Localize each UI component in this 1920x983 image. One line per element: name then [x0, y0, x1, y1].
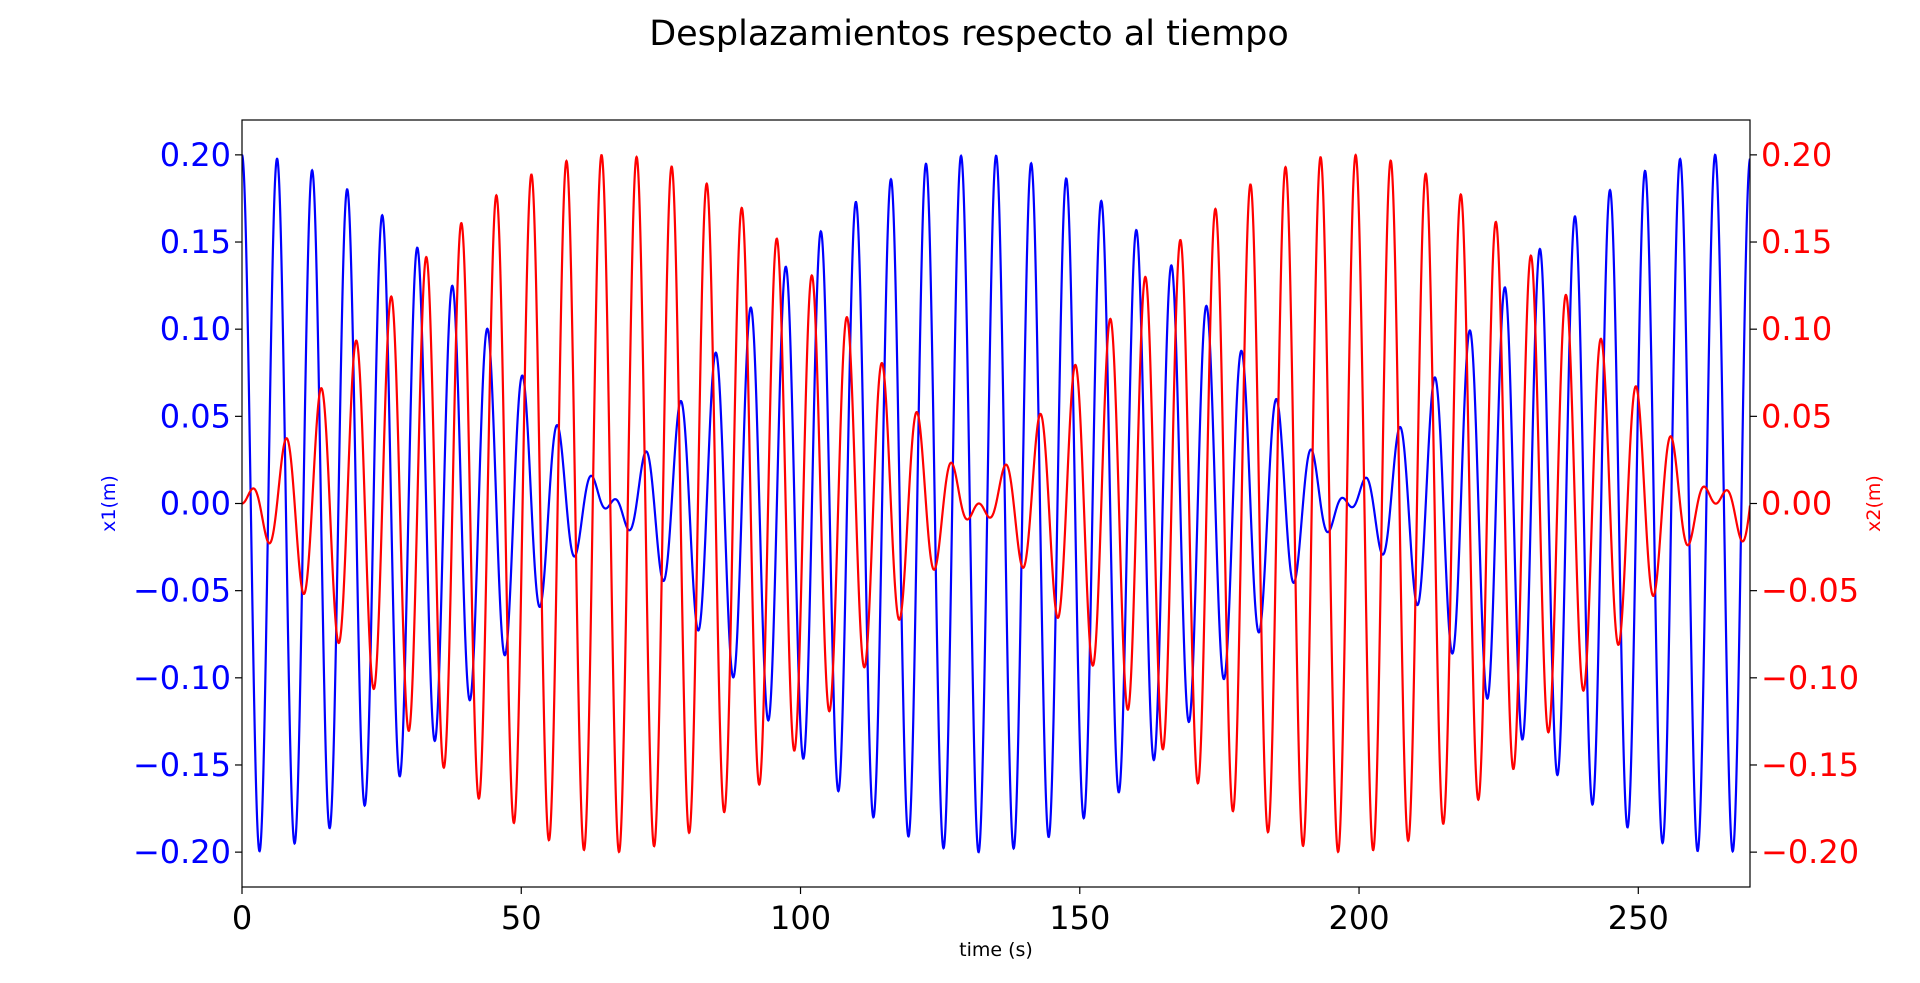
y-left-tick-label: −0.15	[133, 746, 231, 784]
x-axis-label: time (s)	[959, 939, 1033, 961]
y-left-tick-label: 0.00	[160, 485, 231, 523]
x-tick-label: 250	[1608, 899, 1669, 937]
y-axis-left-label: x1(m)	[98, 475, 120, 532]
y-axis-right: −0.20 −0.15 −0.10 −0.05 0.00 0.05 0.10 0.15 0.20	[1750, 136, 1859, 871]
y-right-tick-label: −0.20	[1761, 833, 1859, 871]
y-left-tick-label: 0.20	[160, 136, 231, 174]
series-line-2	[242, 153, 1750, 854]
y-right-tick-label: 0.10	[1761, 310, 1832, 348]
x-tick-label: 200	[1328, 899, 1389, 937]
y-left-tick-label: −0.05	[133, 572, 231, 610]
plot-lines	[242, 153, 1750, 854]
y-axis-right-label: x2(m)	[1863, 475, 1885, 532]
y-left-tick-label: 0.15	[160, 223, 231, 261]
y-left-tick-label: 0.10	[160, 310, 231, 348]
y-left-tick-label: −0.20	[133, 833, 231, 871]
y-left-tick-label: −0.10	[133, 659, 231, 697]
x-tick-label: 150	[1049, 899, 1110, 937]
x-axis: 0 50 100 150 200 250	[232, 887, 1669, 937]
chart-title: Desplazamientos respecto al tiempo	[649, 14, 1289, 54]
x-tick-label: 50	[501, 899, 542, 937]
y-right-tick-label: −0.05	[1761, 572, 1859, 610]
y-right-tick-label: −0.15	[1761, 746, 1859, 784]
x-tick-label: 0	[232, 899, 252, 937]
y-right-tick-label: 0.00	[1761, 485, 1832, 523]
y-right-tick-label: 0.05	[1761, 397, 1832, 435]
y-axis-left: −0.20 −0.15 −0.10 −0.05 0.00 0.05 0.10 0.15 0.20	[133, 136, 242, 871]
x-tick-label: 100	[770, 899, 831, 937]
series-line-1	[242, 153, 1750, 854]
y-right-tick-label: 0.20	[1761, 136, 1832, 174]
y-left-tick-label: 0.05	[160, 397, 231, 435]
y-right-tick-label: −0.10	[1761, 659, 1859, 697]
y-right-tick-label: 0.15	[1761, 223, 1832, 261]
